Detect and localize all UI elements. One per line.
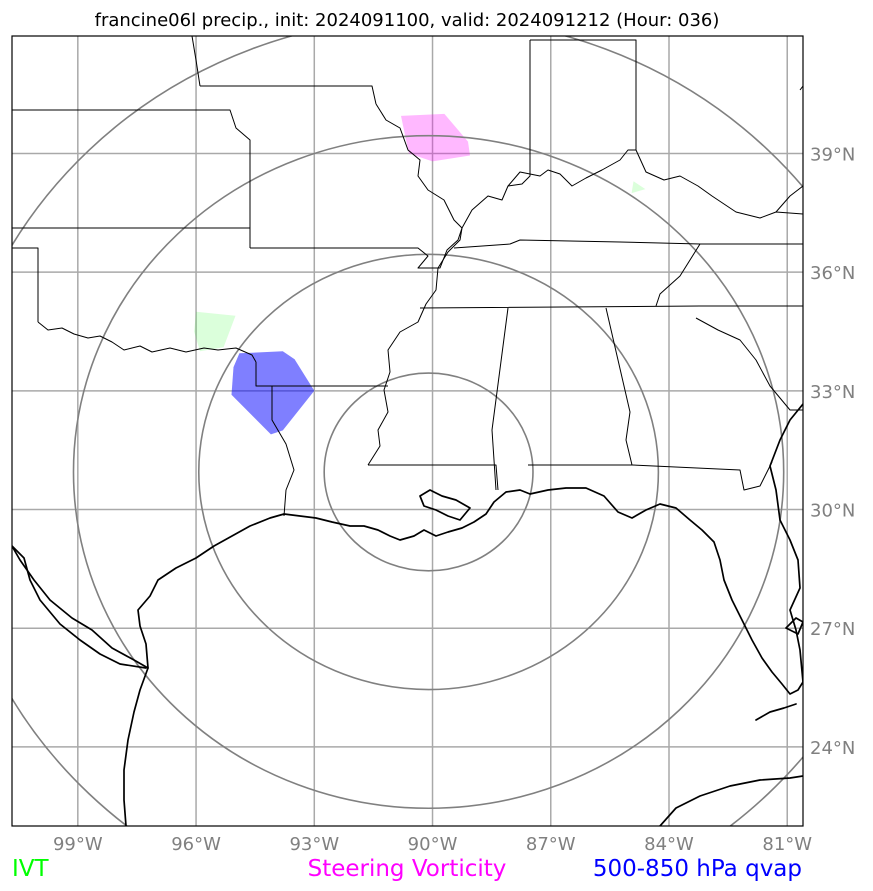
shaded-fields: [194, 113, 646, 435]
border-ohio-river: [507, 149, 803, 219]
legend-qvap: 500-850 hPa qvap: [593, 856, 802, 882]
lon-tick-label: 84°W: [644, 834, 694, 855]
border-florida-north: [528, 461, 773, 491]
lat-tick-label: 24°N: [810, 738, 855, 759]
florida-keys: [755, 703, 797, 721]
texas-mexico-coast: [123, 667, 149, 826]
border-al-ga: [605, 307, 633, 466]
legend: IVT Steering Vorticity 500-850 hPa qvap: [12, 856, 802, 882]
map-title: francine06l precip., init: 2024091100, v…: [95, 10, 720, 31]
border-nc-sc: [655, 243, 701, 307]
florida-east-coast: [769, 403, 803, 683]
border-ga-sc: [695, 317, 803, 411]
lat-tick-label: 30°N: [810, 501, 855, 522]
border-tx-ark-la: [255, 362, 295, 517]
lon-tick-label: 87°W: [526, 834, 576, 855]
lon-tick-label: 90°W: [408, 834, 458, 855]
border-west-virginia: [775, 185, 803, 213]
border-indiana-ohio: [530, 39, 637, 150]
legend-ivt: IVT: [12, 856, 50, 882]
map-frame: [11, 35, 804, 827]
lat-tick-label: 39°N: [810, 144, 855, 165]
field-500-850-hpa-qvap: [231, 351, 315, 435]
field-steering-vorticity: [401, 113, 470, 162]
lat-tick-label: 27°N: [810, 619, 855, 640]
mexico-interior-border: [12, 545, 147, 669]
border-iowa-missouri: [200, 85, 377, 105]
latitude-labels: 24°N 27°N 30°N 33°N 36°N 39°N: [810, 144, 855, 758]
distance-rings: [12, 36, 803, 826]
border-ms-al: [491, 307, 509, 491]
border-la-ms-south: [368, 464, 499, 491]
border-nebraska-south: [12, 109, 251, 248]
field-ivt: [194, 311, 236, 352]
border-missouri-ark: [250, 227, 463, 269]
coastlines: [12, 403, 803, 826]
gulf-coastline: [12, 487, 803, 695]
lon-tick-label: 81°W: [762, 834, 812, 855]
border-minnesota-iowa: [191, 36, 201, 87]
lat-tick-label: 33°N: [810, 382, 855, 403]
border-illinois-indiana: [461, 40, 531, 229]
border-mississippi-river: [367, 103, 463, 466]
border-tennessee-south: [419, 305, 803, 309]
border-kentucky-tennessee: [453, 239, 803, 249]
border-red-river: [37, 321, 257, 363]
map-plot-area: [12, 36, 803, 826]
cuba-coastline: [659, 775, 803, 826]
distance-ring: [72, 134, 785, 810]
border-ok-panhandle: [12, 247, 39, 322]
state-borders: [12, 36, 803, 517]
louisiana-delta: [419, 489, 471, 521]
lon-tick-label: 93°W: [289, 834, 339, 855]
lon-tick-label: 99°W: [53, 834, 103, 855]
graticule: [12, 36, 803, 826]
longitude-labels: 99°W 96°W 93°W 90°W 87°W 84°W 81°W: [53, 834, 812, 855]
bahamas-island: [785, 617, 803, 635]
field-ivt: [631, 181, 646, 194]
distance-ring: [323, 372, 534, 572]
legend-steering-vorticity: Steering Vorticity: [308, 856, 507, 882]
lat-tick-label: 36°N: [810, 263, 855, 284]
distance-ring: [197, 253, 660, 691]
lon-tick-label: 96°W: [171, 834, 221, 855]
